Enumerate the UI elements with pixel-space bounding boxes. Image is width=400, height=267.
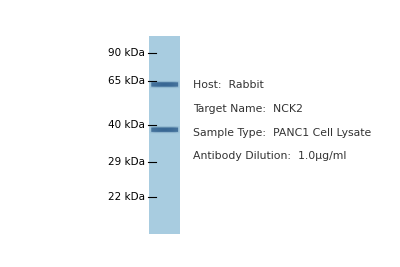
FancyBboxPatch shape (150, 126, 180, 134)
Text: Sample Type:  PANC1 Cell Lysate: Sample Type: PANC1 Cell Lysate (193, 128, 371, 138)
FancyBboxPatch shape (154, 82, 175, 87)
Text: 65 kDa: 65 kDa (108, 76, 144, 87)
FancyBboxPatch shape (157, 128, 172, 132)
Text: Antibody Dilution:  1.0μg/ml: Antibody Dilution: 1.0μg/ml (193, 151, 346, 162)
FancyBboxPatch shape (151, 82, 178, 87)
Text: 29 kDa: 29 kDa (108, 156, 144, 167)
FancyBboxPatch shape (158, 83, 171, 86)
FancyBboxPatch shape (154, 127, 175, 132)
FancyBboxPatch shape (159, 83, 170, 86)
FancyBboxPatch shape (150, 81, 180, 88)
FancyBboxPatch shape (157, 83, 172, 87)
FancyBboxPatch shape (151, 81, 178, 88)
Text: 40 kDa: 40 kDa (108, 120, 144, 129)
FancyBboxPatch shape (162, 129, 168, 131)
Text: 22 kDa: 22 kDa (108, 191, 144, 202)
FancyBboxPatch shape (156, 82, 174, 87)
Bar (149, 36, 180, 234)
FancyBboxPatch shape (162, 84, 168, 85)
FancyBboxPatch shape (163, 129, 166, 130)
FancyBboxPatch shape (153, 82, 176, 87)
FancyBboxPatch shape (151, 128, 178, 132)
FancyBboxPatch shape (163, 84, 166, 85)
FancyBboxPatch shape (160, 128, 169, 131)
FancyBboxPatch shape (158, 128, 171, 131)
FancyBboxPatch shape (153, 127, 176, 133)
Text: 90 kDa: 90 kDa (108, 48, 144, 58)
FancyBboxPatch shape (152, 81, 177, 88)
FancyBboxPatch shape (156, 127, 174, 132)
FancyBboxPatch shape (152, 127, 177, 133)
Text: Host:  Rabbit: Host: Rabbit (193, 80, 263, 91)
FancyBboxPatch shape (151, 126, 178, 133)
Text: Target Name:  NCK2: Target Name: NCK2 (193, 104, 302, 114)
FancyBboxPatch shape (159, 128, 170, 131)
FancyBboxPatch shape (160, 83, 169, 86)
